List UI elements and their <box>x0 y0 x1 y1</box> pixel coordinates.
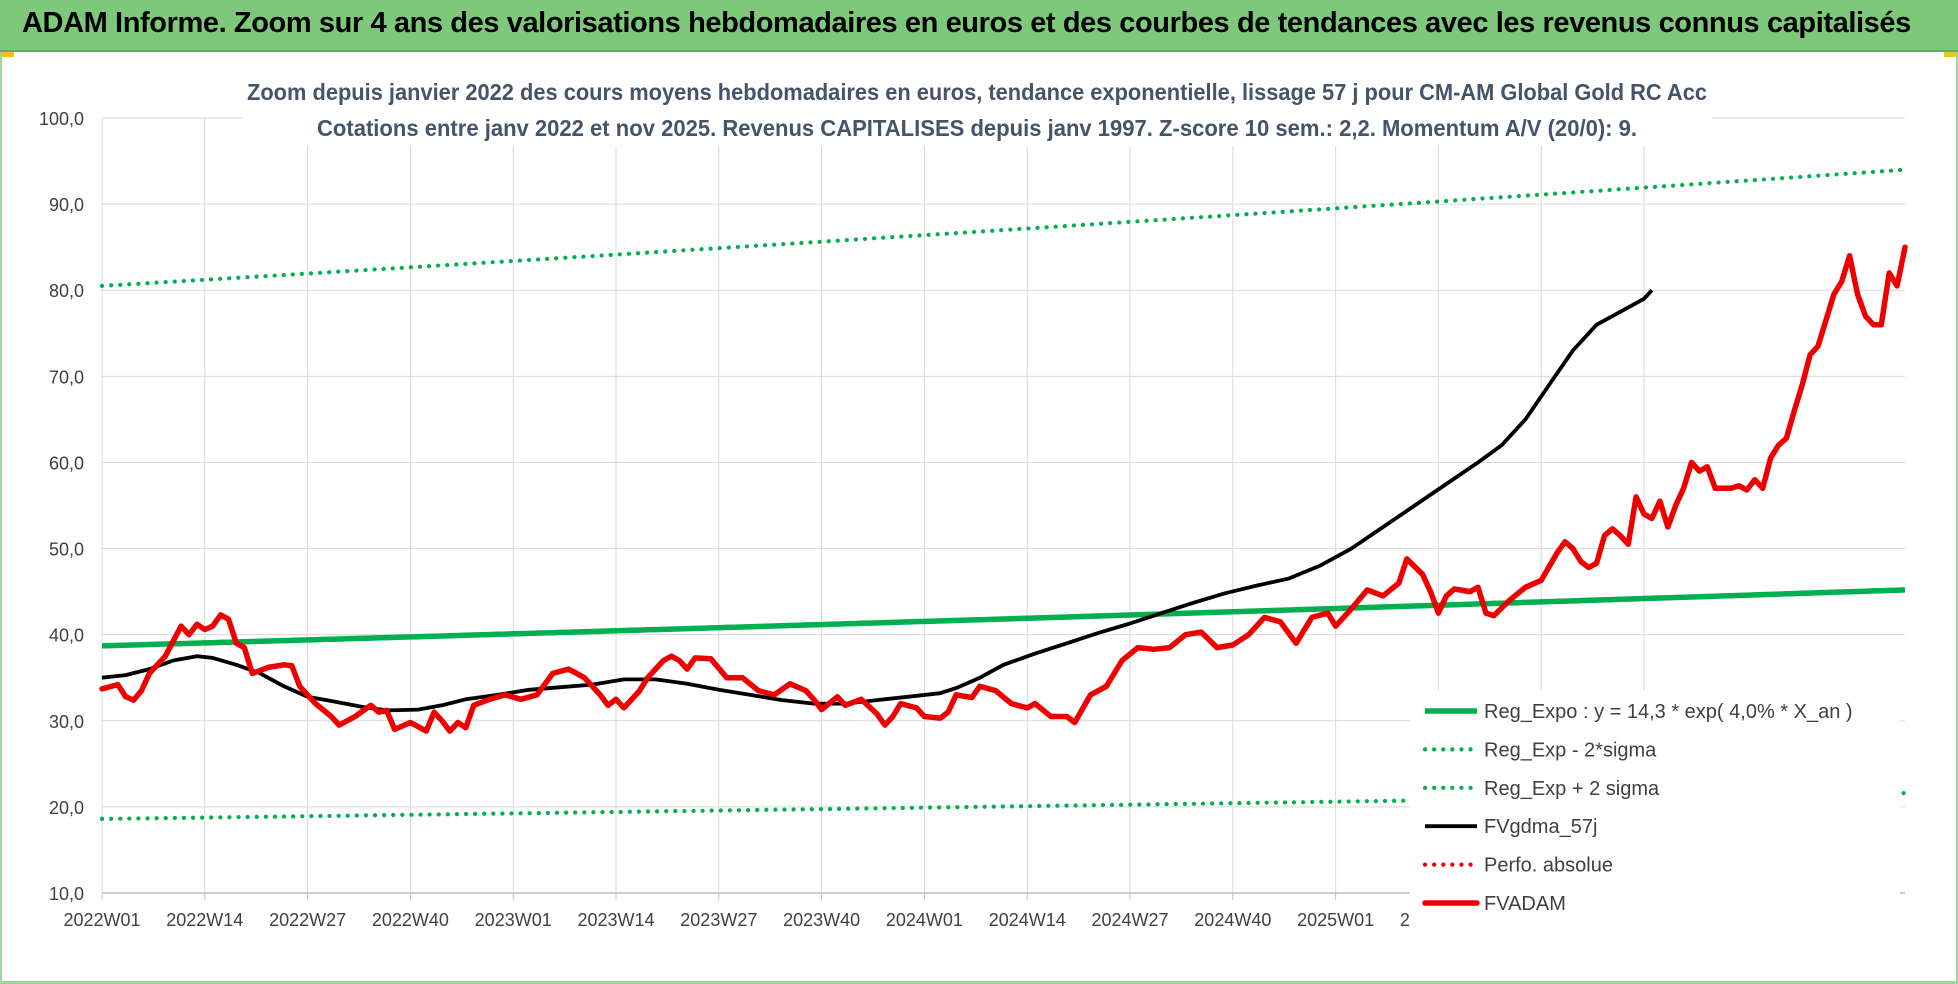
x-tick-label: 2024W14 <box>989 910 1066 930</box>
x-tick-label: 2023W27 <box>680 910 757 930</box>
legend-label: Reg_Exp - 2*sigma <box>1484 739 1657 761</box>
fvadam-series <box>99 244 1908 734</box>
x-tick-label: 2024W40 <box>1194 910 1271 930</box>
x-tick-label: 2022W01 <box>63 910 140 930</box>
x-tick-label: 2023W14 <box>577 910 654 930</box>
chart-titles: Zoom depuis janvier 2022 des cours moyen… <box>242 72 1712 146</box>
y-axis: 10,0 20,0 30,0 40,0 50,0 60,0 70,0 80,0 90,0 100,… <box>39 109 84 904</box>
legend-label: Reg_Exp + 2 sigma <box>1484 778 1660 800</box>
x-tick-label: 2024W27 <box>1091 910 1168 930</box>
legend-box <box>1410 690 1900 926</box>
upper-sigma-series <box>99 167 1908 288</box>
y-tick-label: 40,0 <box>49 626 84 646</box>
y-tick-label: 60,0 <box>49 453 84 473</box>
y-tick-label: 70,0 <box>49 367 84 387</box>
x-tick-label: 2023W40 <box>783 910 860 930</box>
x-tick-label: 2025W01 <box>1297 910 1374 930</box>
chart-series <box>99 167 1908 821</box>
y-tick-label: 80,0 <box>49 281 84 301</box>
chart-legend: Reg_Expo : y = 14,3 * exp( 4,0% * X_an )… <box>1410 690 1900 926</box>
x-tick-label: 2024W01 <box>886 910 963 930</box>
frame-corner-marker <box>1944 52 1956 57</box>
report-title: ADAM Informe. Zoom sur 4 ans des valoris… <box>22 7 1911 39</box>
trend-line-series <box>101 587 1906 649</box>
line-chart: 10,0 20,0 30,0 40,0 50,0 60,0 70,0 80,0 90,0 100,… <box>39 72 1908 930</box>
legend-label: FVADAM <box>1484 893 1566 915</box>
y-tick-label: 90,0 <box>49 195 84 215</box>
frame-corner-marker <box>2 52 14 57</box>
legend-label: Perfo. absolue <box>1484 855 1613 877</box>
y-tick-label: 100,0 <box>39 109 84 129</box>
x-tick-label: 2022W14 <box>166 910 243 930</box>
chart-grid <box>101 117 1905 894</box>
legend-label: Reg_Expo : y = 14,3 * exp( 4,0% * X_an ) <box>1484 701 1853 723</box>
x-tick-label: 2023W01 <box>475 910 552 930</box>
x-tick-label: 2022W40 <box>372 910 449 930</box>
legend-label: FVgdma_57j <box>1484 816 1597 838</box>
chart-frame: 10,0 20,0 30,0 40,0 50,0 60,0 70,0 80,0 90,0 100,… <box>0 52 1958 984</box>
y-tick-label: 20,0 <box>49 798 84 818</box>
x-tick-label: 2022W27 <box>269 910 346 930</box>
y-tick-label: 50,0 <box>49 540 84 560</box>
chart-subtitle: Cotations entre janv 2022 et nov 2025. R… <box>317 115 1637 141</box>
y-tick-label: 10,0 <box>49 884 84 904</box>
y-tick-label: 30,0 <box>49 712 84 732</box>
chart-title: Zoom depuis janvier 2022 des cours moyen… <box>247 79 1707 105</box>
report-header: ADAM Informe. Zoom sur 4 ans des valoris… <box>0 0 1958 52</box>
moving-average-series <box>101 288 1654 713</box>
